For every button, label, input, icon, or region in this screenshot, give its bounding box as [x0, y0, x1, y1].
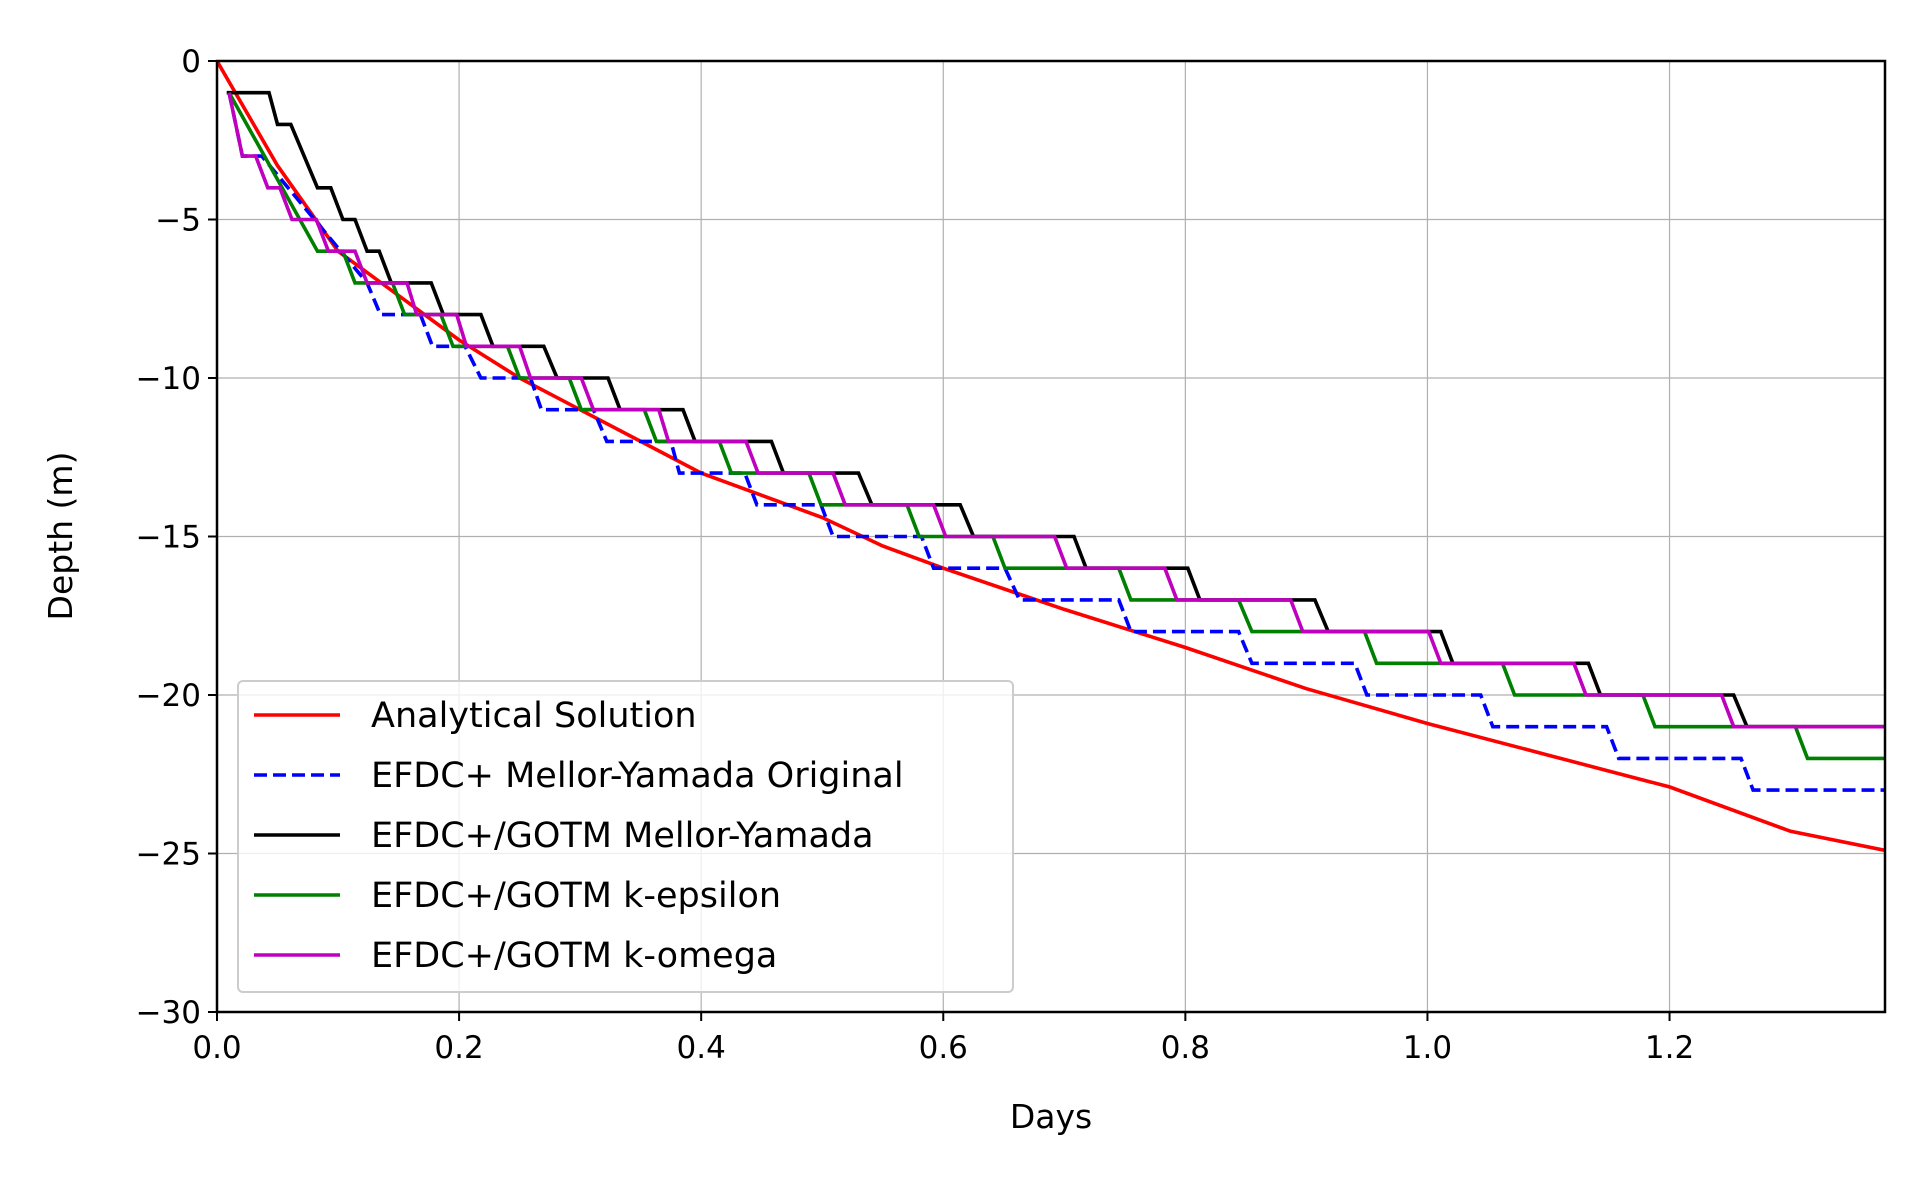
series-line-2 [227, 92, 1885, 792]
y-tick-label: −25 [136, 837, 201, 873]
x-tick-label: 0.8 [1161, 1030, 1210, 1066]
x-tick-label: 0.0 [192, 1030, 241, 1066]
y-tick-label: −30 [136, 995, 201, 1031]
legend-label: EFDC+/GOTM Mellor-Yamada [371, 816, 874, 856]
legend: Analytical Solution EFDC+ Mellor-Yamada O… [237, 680, 1014, 993]
x-tick-label: 0.2 [434, 1030, 483, 1066]
y-tick-label: −20 [136, 678, 201, 714]
series-lines [217, 61, 1885, 853]
legend-label: EFDC+ Mellor-Yamada Original [371, 756, 904, 796]
x-axis-label: Days [1010, 1097, 1092, 1136]
x-tick-label: 1.2 [1645, 1030, 1694, 1066]
legend-label: EFDC+/GOTM k-epsilon [371, 876, 781, 916]
ticks: 0.0 0.2 0.4 0.6 0.8 1.0 1.2 0 −5 −10 −15 −20 −25 −30 [136, 44, 1695, 1066]
series-line-5 [227, 92, 1885, 729]
y-axis-label: Depth (m) [41, 452, 80, 621]
series-line-4 [227, 91, 1885, 761]
x-tick-label: 0.4 [677, 1030, 726, 1066]
x-tick-label: 1.0 [1403, 1030, 1452, 1066]
legend-label: EFDC+/GOTM k-omega [371, 936, 777, 976]
legend-label: Analytical Solution [371, 696, 697, 736]
legend-box [237, 680, 1014, 993]
x-tick-label: 0.6 [919, 1030, 968, 1066]
y-tick-label: −15 [136, 520, 201, 556]
y-tick-label: −10 [136, 361, 201, 397]
y-tick-label: −5 [155, 203, 201, 239]
series-line-1 [217, 61, 1885, 853]
series-line-3 [226, 90, 1885, 729]
y-tick-label: 0 [181, 44, 201, 80]
